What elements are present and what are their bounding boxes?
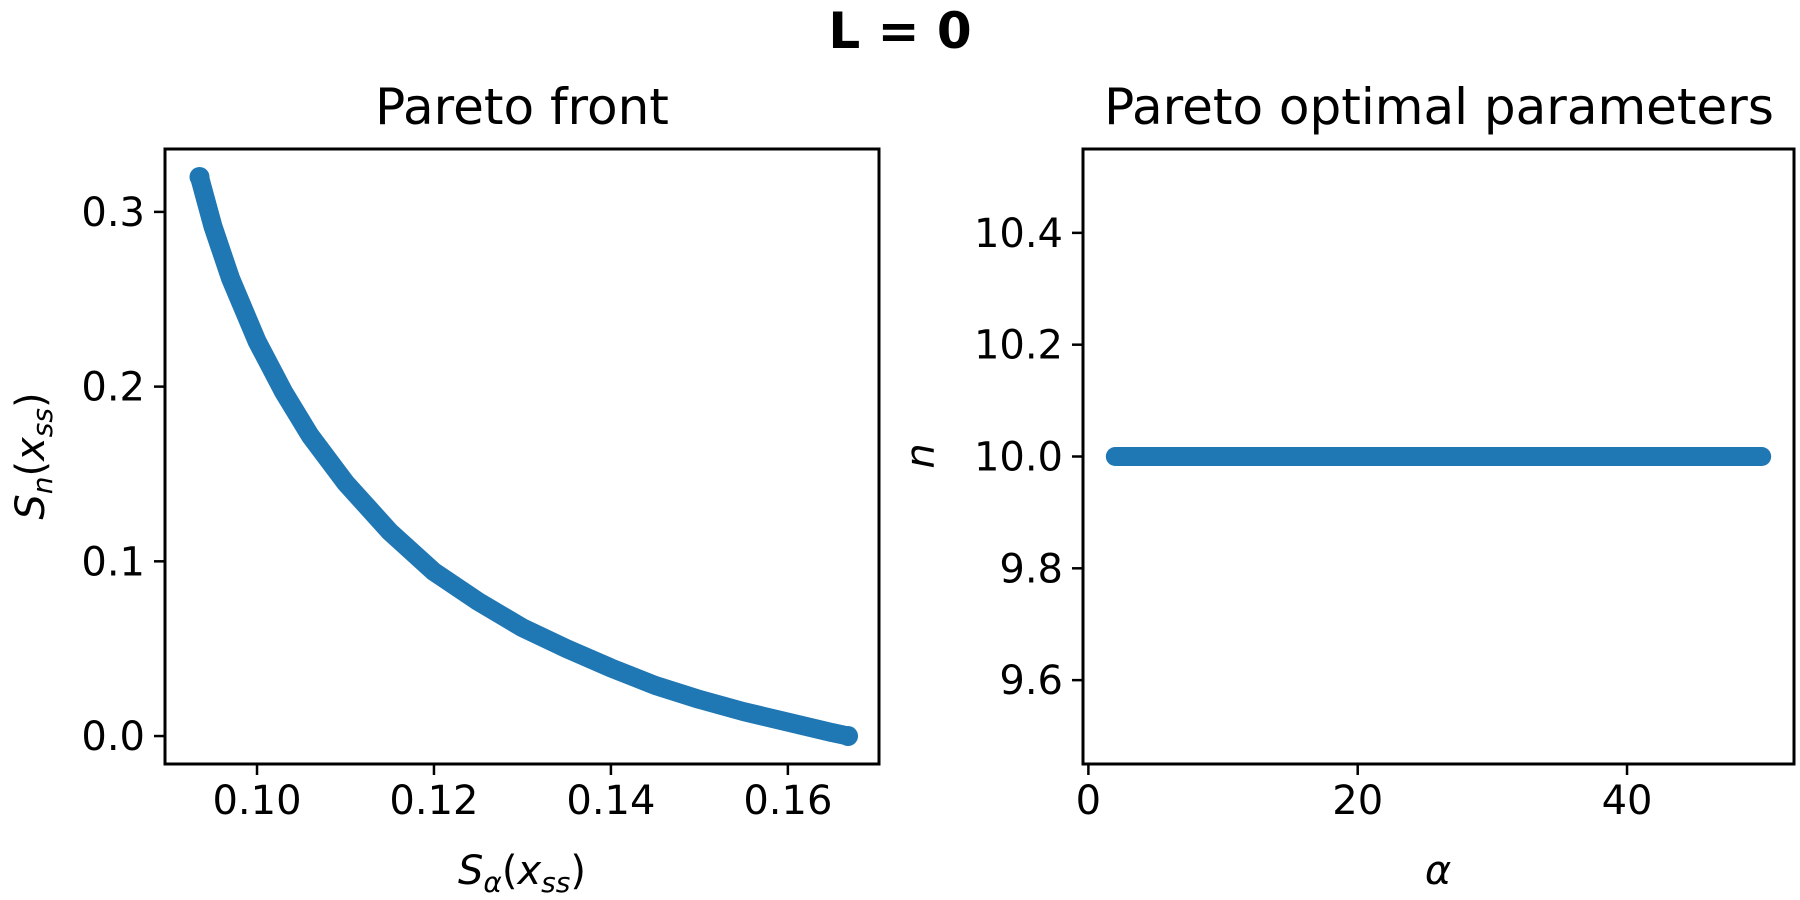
- pareto-parameters-xtick-label: 0: [1076, 778, 1101, 824]
- pareto-front-xlabel: Sα(xss): [458, 848, 586, 899]
- pareto-front-xtick-label: 0.10: [212, 778, 301, 824]
- pareto-parameters-ticks: 0 20 40 9.6 9.8 10.0 10.2 10.4: [974, 211, 1653, 824]
- pareto-front-xtick-label: 0.14: [566, 778, 655, 824]
- pareto-front-ytick-label: 0.3: [81, 190, 145, 236]
- pareto-front-ylabel-main: S: [8, 494, 54, 519]
- pareto-front-panel: Pareto front 0.10 0.12 0.14 0.160.00.10.20.…: [8, 78, 881, 899]
- pareto-front-ylabel-main-sub: n: [26, 476, 59, 494]
- pareto-front-ytick-label: 0.2: [81, 365, 145, 411]
- pareto-parameters-ytick-label: 10.4: [974, 211, 1063, 257]
- pareto-parameters-ytick-label: 9.8: [999, 546, 1063, 592]
- pareto-parameters-panel: Pareto optimal parameters 0 20 40 9.6 9.8 10.…: [898, 78, 1796, 894]
- pareto-front-ylabel-arg: x: [8, 437, 54, 463]
- pareto-front-ylabel: Sn(xss): [8, 392, 59, 519]
- pareto-parameters-ytick-label: 9.6: [999, 658, 1063, 704]
- pareto-front-frame: [163, 147, 881, 766]
- pareto-front-scatter-band: [190, 167, 858, 746]
- pareto-parameters-ytick-label: 10.2: [974, 323, 1063, 369]
- pareto-front-ylabel-arg-sub: ss: [26, 408, 59, 437]
- pareto-front-marks: [189, 166, 859, 747]
- pareto-front-xtick-label: 0.16: [743, 778, 832, 824]
- pareto-parameters-ytick-label: 10.0: [974, 435, 1063, 481]
- pareto-front-ticks: 0.10 0.12 0.14 0.16 0.0 0.1 0.2 0.3: [81, 190, 832, 824]
- pareto-front-ytick-label: 0.1: [81, 539, 145, 585]
- pareto-front-scatter-point: [838, 726, 859, 747]
- pareto-front-xlabel-main-sub: α: [483, 866, 502, 899]
- pareto-front-xlabel-arg: x: [516, 848, 542, 894]
- figure-suptitle: L = 0: [828, 2, 971, 60]
- pareto-front-scatter-point: [189, 166, 210, 187]
- pareto-parameters-ylabel: n: [898, 443, 944, 468]
- pareto-front-ytick-label: 0.0: [81, 714, 145, 760]
- pareto-parameters-xtick-label: 40: [1602, 778, 1653, 824]
- pareto-parameters-xlabel: α: [1425, 848, 1451, 894]
- pareto-front-title: Pareto front: [375, 78, 669, 136]
- pareto-parameters-xtick-label: 20: [1332, 778, 1383, 824]
- pareto-parameters-title: Pareto optimal parameters: [1104, 78, 1774, 136]
- pareto-front-xlabel-main: S: [458, 848, 483, 894]
- pareto-front-xtick-label: 0.12: [389, 778, 478, 824]
- pareto-front-xlabel-arg-sub: ss: [541, 866, 570, 899]
